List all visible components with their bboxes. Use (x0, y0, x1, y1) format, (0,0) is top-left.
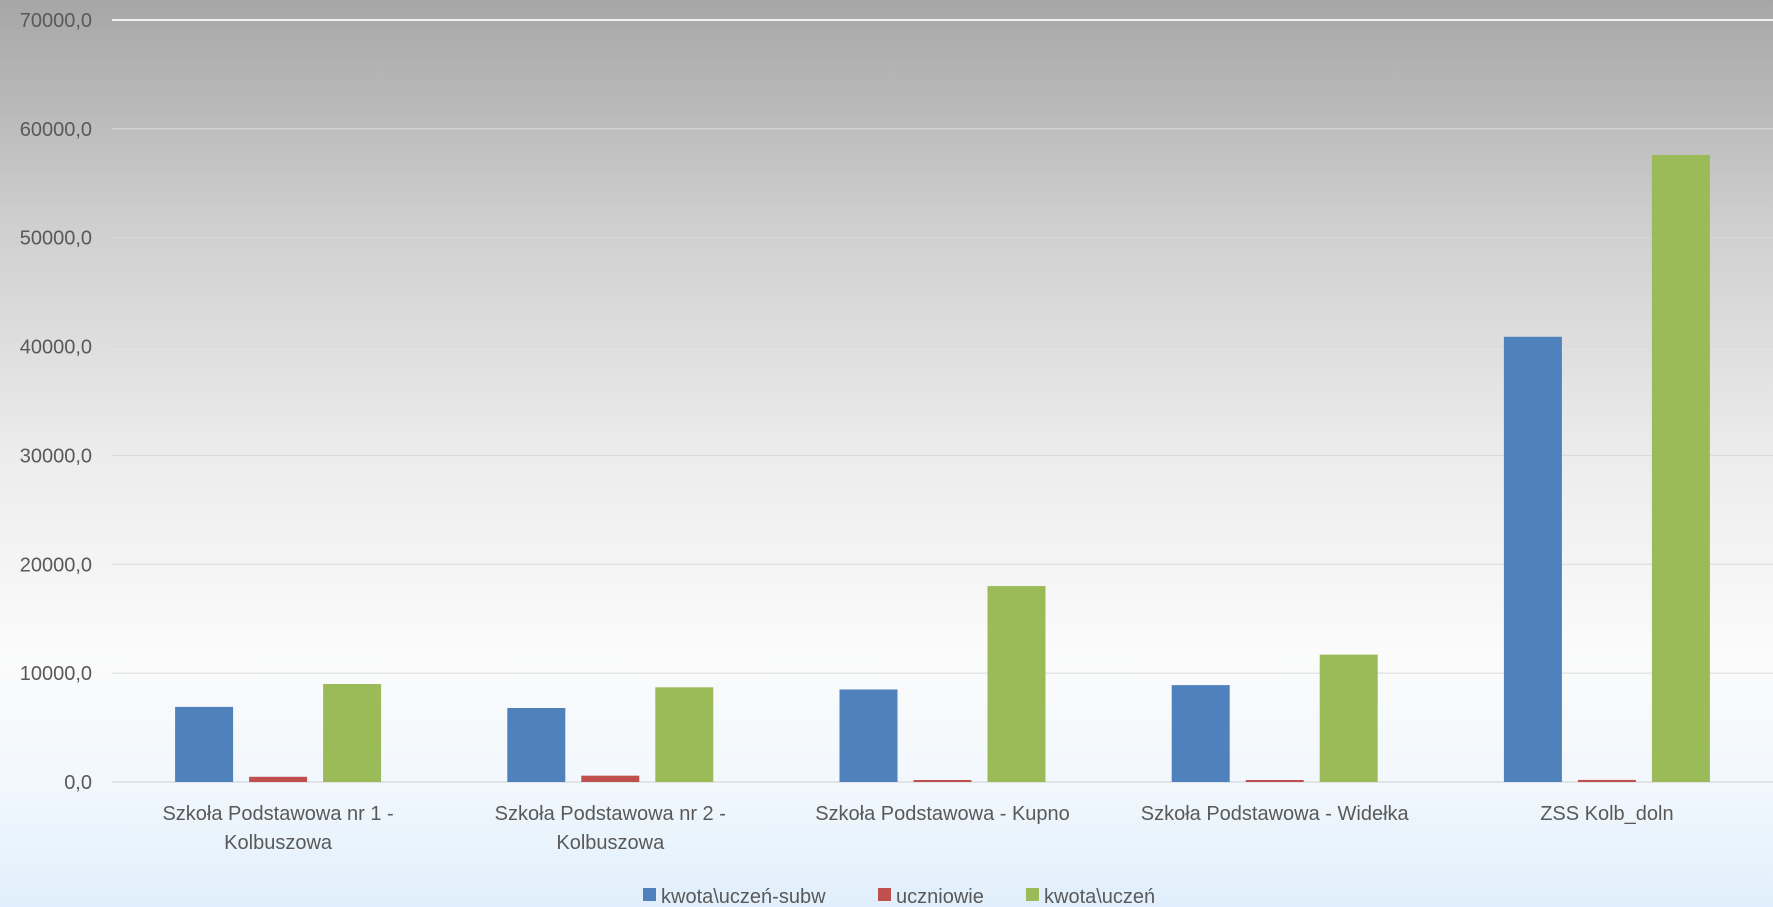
y-tick-label: 20000,0 (20, 554, 92, 576)
legend-swatch (1026, 888, 1039, 901)
bar (175, 706, 234, 782)
x-category-label: ZSS Kolb_doln (1540, 803, 1673, 825)
bar (1171, 685, 1230, 782)
bar (1503, 336, 1562, 782)
x-category-label: Kolbuszowa (556, 832, 665, 854)
y-tick-label: 0,0 (64, 772, 92, 794)
y-tick-label: 10000,0 (20, 663, 92, 685)
bar (1319, 654, 1378, 782)
x-category-label: Kolbuszowa (224, 832, 333, 854)
y-tick-label: 30000,0 (20, 445, 92, 467)
bar (323, 684, 382, 782)
bar (1651, 154, 1710, 783)
y-tick-label: 40000,0 (20, 337, 92, 359)
bar (581, 775, 640, 782)
bar (987, 586, 1046, 782)
legend-swatch (643, 888, 656, 901)
bar (913, 780, 972, 782)
x-category-label: Szkoła Podstawowa - Widełka (1141, 803, 1410, 825)
x-category-label: Szkoła Podstawowa nr 2 - (495, 803, 726, 825)
legend-label: kwota\uczeń (1044, 886, 1155, 907)
y-tick-label: 70000,0 (20, 10, 92, 32)
bar (655, 687, 714, 782)
x-category-label: Szkoła Podstawowa - Kupno (815, 803, 1070, 825)
bar (507, 707, 566, 782)
bar (839, 689, 898, 782)
y-tick-label: 60000,0 (20, 119, 92, 141)
y-tick-label: 50000,0 (20, 228, 92, 250)
x-category-label: Szkoła Podstawowa nr 1 - (162, 803, 393, 825)
legend-swatch (878, 888, 891, 901)
bar (1577, 779, 1636, 782)
bar (249, 776, 308, 782)
legend-label: uczniowie (896, 886, 984, 907)
bar (1245, 780, 1304, 782)
legend-label: kwota\uczeń-subw (661, 886, 826, 907)
